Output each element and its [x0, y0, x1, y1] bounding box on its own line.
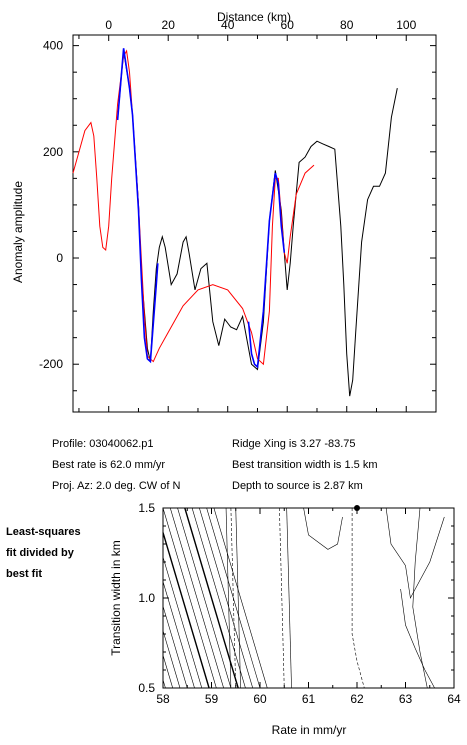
contour-x-tick-label: 60 — [253, 692, 267, 706]
side-label: Least-squares fit divided by best fit — [6, 526, 81, 580]
contour-line-curve — [412, 507, 428, 689]
contour-line-curve — [351, 508, 365, 689]
contour-line-curve — [303, 507, 343, 550]
contour-y-tick-label: 1.5 — [138, 501, 155, 515]
best-rate-text: Best rate is 62.0 mm/yr — [52, 459, 165, 471]
x-tick-label: 60 — [281, 18, 295, 32]
best-fit-marker — [354, 505, 360, 511]
contour-y-tick-label: 1.0 — [138, 591, 155, 605]
y-tick-label: 400 — [43, 39, 63, 53]
contour-line — [162, 581, 195, 689]
contour-y-axis-label: Transition width in km — [109, 540, 123, 656]
contour-line — [199, 507, 254, 689]
profile-series-line-3 — [247, 172, 286, 369]
contour-line-curve — [400, 588, 435, 689]
x-tick-label: 80 — [340, 18, 354, 32]
profile-series-line-2 — [116, 48, 159, 364]
contour-line-steep — [230, 507, 237, 689]
profile-name-text: Profile: 03040062.p1 — [52, 438, 154, 450]
contour-lines — [162, 507, 445, 689]
contour-x-tick-label: 59 — [205, 692, 219, 706]
contour-line-curve — [385, 507, 445, 599]
projection-azimuth-text: Proj. Az: 2.0 deg. CW of N — [52, 480, 180, 492]
contour-x-tick-label: 63 — [399, 692, 413, 706]
misfit-contour-chart: Rate in mm/yr Transition width in km 58 5… — [109, 501, 461, 737]
depth-to-source-text: Depth to source is 2.87 km — [232, 480, 363, 492]
x-tick-label: 100 — [396, 18, 416, 32]
contour-line — [162, 557, 203, 689]
contour-x-tick-label: 62 — [350, 692, 364, 706]
contour-line — [169, 507, 224, 689]
profile-series-line-0 — [117, 50, 398, 397]
contour-line — [162, 606, 188, 689]
profile-series — [72, 48, 398, 397]
contour-x-tick-label: 58 — [156, 692, 170, 706]
contour-x-tick-label: 61 — [302, 692, 316, 706]
y-tick-label: -200 — [39, 357, 63, 371]
contour-line — [184, 507, 239, 689]
profile-y-axis-label: Anomaly amplitude — [11, 181, 25, 283]
contour-line-steep — [286, 507, 292, 689]
x-tick-label: 0 — [105, 18, 112, 32]
contour-line-steep — [235, 507, 241, 689]
contour-ticks: 58 59 60 61 62 63 64 0.5 1.0 1.5 — [138, 501, 461, 706]
contour-x-axis-label: Rate in mm/yr — [272, 723, 347, 737]
best-transition-text: Best transition width is 1.5 km — [232, 459, 378, 471]
x-tick-label: 20 — [162, 18, 176, 32]
contour-line — [177, 507, 232, 689]
contour-line — [191, 507, 246, 689]
side-label-line-3: best fit — [6, 568, 42, 580]
x-tick-label: 40 — [221, 18, 235, 32]
contour-line — [162, 630, 181, 689]
y-tick-label: 0 — [56, 251, 63, 265]
contour-line — [162, 532, 210, 689]
side-label-line-2: fit divided by — [6, 547, 75, 559]
side-label-line-1: Least-squares — [6, 526, 81, 538]
contour-line — [162, 679, 166, 689]
contour-line — [162, 507, 217, 689]
contour-line-steep — [225, 507, 232, 689]
contour-line — [162, 655, 173, 689]
profile-info-block: Profile: 03040062.p1 Best rate is 62.0 m… — [52, 438, 378, 492]
profile-series-line-1 — [72, 49, 315, 366]
contour-line — [213, 507, 268, 689]
contour-line-steep — [279, 507, 285, 689]
contour-y-tick-label: 0.5 — [138, 681, 155, 695]
profile-ticks: 0 20 40 60 80 100 -200 0 200 400 — [39, 18, 437, 412]
ridge-crossing-text: Ridge Xing is 3.27 -83.75 — [232, 438, 356, 450]
profile-x-axis-label: Distance (km) — [217, 10, 291, 24]
contour-x-tick-label: 64 — [447, 692, 461, 706]
profile-chart-frame — [72, 34, 437, 413]
profile-chart: Distance (km) Anomaly amplitude 0 20 40 60 8… — [11, 10, 437, 413]
y-tick-label: 200 — [43, 145, 63, 159]
